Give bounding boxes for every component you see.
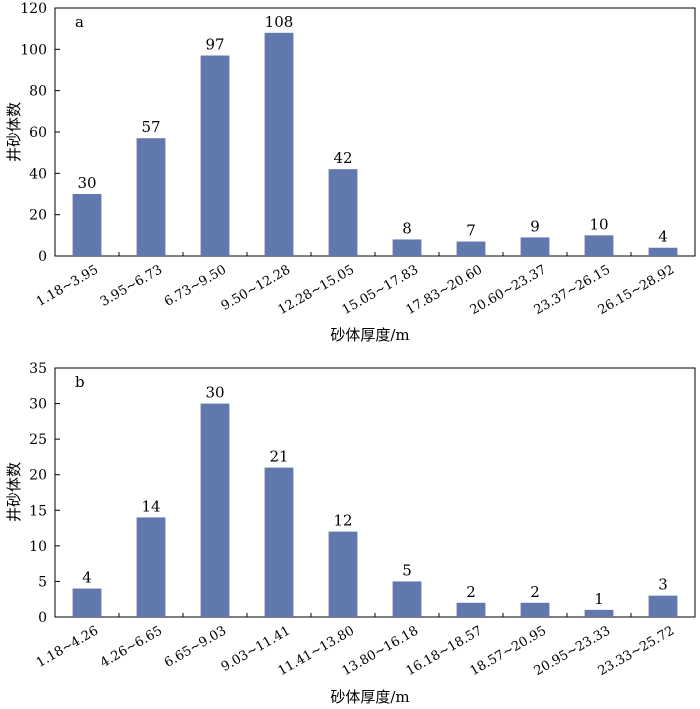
chart-b-y-tick-label: 0	[38, 610, 47, 626]
chart-b-y-tick-label: 10	[29, 539, 47, 555]
chart-b-y-tick-label: 30	[29, 397, 47, 413]
chart-b-y-tick-label: 5	[38, 574, 47, 590]
chart-b-y-axis-label: 井砂体数	[5, 462, 23, 522]
bar-chart-a: 020406080100120301.18~3.95573.95~6.73976…	[5, 1, 696, 344]
chart-a-data-label: 108	[265, 13, 294, 31]
chart-a-data-label: 10	[589, 215, 608, 233]
chart-a-data-label: 30	[77, 174, 96, 192]
chart-a-data-label: 57	[141, 118, 160, 136]
chart-a-y-tick-label: 60	[29, 125, 47, 141]
chart-a-y-tick-label: 40	[29, 166, 47, 182]
chart-b-x-tick-label: 4.26~6.65	[98, 623, 165, 670]
chart-a-y-tick-label: 100	[20, 42, 47, 58]
chart-b-bar	[520, 602, 550, 617]
chart-a-x-tick-label: 1.18~3.95	[34, 262, 101, 309]
chart-a-bar	[520, 237, 550, 256]
chart-a-y-tick-label: 120	[20, 1, 47, 17]
chart-a-bar	[328, 169, 358, 256]
chart-b-bar	[72, 588, 102, 617]
chart-b-bar	[136, 517, 166, 617]
chart-b-bar	[456, 602, 486, 617]
chart-a-y-tick-label: 80	[29, 84, 47, 100]
chart-b-bar	[584, 609, 614, 617]
chart-b-bar	[200, 403, 230, 617]
chart-a-bar	[584, 235, 614, 256]
chart-a-bar	[392, 239, 422, 256]
chart-a-bar	[264, 32, 294, 256]
chart-b-x-axis-label: 砂体厚度/m	[330, 688, 409, 706]
chart-b-data-label: 30	[205, 384, 224, 402]
chart-a-bar	[456, 241, 486, 256]
chart-a-data-label: 97	[205, 36, 224, 54]
chart-b-data-label: 5	[402, 561, 412, 579]
chart-b-y-tick-label: 20	[29, 468, 47, 484]
chart-b-data-label: 12	[333, 512, 352, 530]
chart-a-y-tick-label: 0	[38, 249, 47, 265]
chart-b-bar	[328, 531, 358, 617]
chart-a-x-axis-label: 砂体厚度/m	[330, 326, 409, 344]
chart-b-data-label: 14	[141, 497, 160, 515]
chart-a-bar	[72, 194, 102, 256]
chart-a-panel-label: a	[75, 13, 84, 31]
chart-b-bar	[392, 581, 422, 617]
chart-a-x-tick-label: 3.95~6.73	[98, 262, 165, 309]
chart-a-bar	[136, 138, 166, 256]
chart-b-bar	[264, 467, 294, 617]
chart-b-bar	[648, 595, 678, 617]
chart-b-y-tick-label: 25	[29, 432, 47, 448]
chart-a-data-label: 9	[530, 217, 540, 235]
chart-b-y-tick-label: 35	[29, 361, 47, 377]
chart-b-y-tick-label: 15	[29, 503, 47, 519]
chart-a-data-label: 4	[658, 228, 668, 246]
chart-a-y-axis-label: 井砂体数	[5, 102, 23, 162]
chart-a-y-tick-label: 20	[29, 208, 47, 224]
chart-a-data-label: 7	[466, 222, 476, 240]
chart-b-data-label: 4	[82, 569, 92, 587]
chart-b-data-label: 21	[269, 448, 288, 466]
bar-chart-b: 0510152025303541.18~4.26144.26~6.65306.6…	[5, 361, 696, 706]
chart-a-data-label: 42	[333, 149, 352, 167]
chart-a-bar	[648, 247, 678, 256]
chart-a-data-label: 8	[402, 219, 412, 237]
chart-a-bar	[200, 55, 230, 257]
chart-b-data-label: 2	[530, 583, 540, 601]
chart-b-panel-label: b	[75, 373, 85, 391]
chart-b-data-label: 1	[594, 590, 604, 608]
chart-b-data-label: 3	[658, 576, 668, 594]
chart-b-x-tick-label: 1.18~4.26	[34, 623, 101, 670]
chart-b-data-label: 2	[466, 583, 476, 601]
